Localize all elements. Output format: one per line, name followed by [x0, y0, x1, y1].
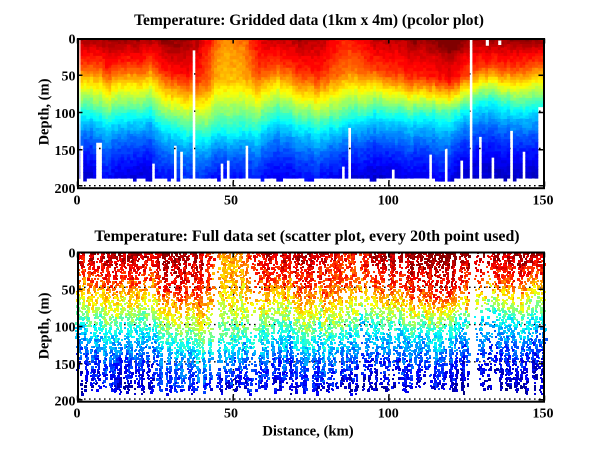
svg-text:50: 50	[224, 407, 238, 422]
svg-text:150: 150	[533, 194, 554, 209]
svg-text:Depth, (m): Depth, (m)	[37, 78, 53, 145]
svg-text:0: 0	[74, 194, 81, 209]
svg-text:200: 200	[55, 182, 76, 197]
svg-text:Temperature: Gridded data (1km: Temperature: Gridded data (1km x 4m) (pc…	[134, 12, 484, 29]
svg-text:0: 0	[69, 32, 76, 47]
svg-text:200: 200	[55, 395, 76, 410]
svg-text:50: 50	[62, 70, 76, 85]
svg-text:0: 0	[69, 246, 76, 261]
svg-text:150: 150	[55, 358, 76, 373]
svg-text:Distance, (km): Distance, (km)	[262, 424, 353, 440]
svg-text:Temperature: Full data set (sc: Temperature: Full data set (scatter plot…	[94, 228, 519, 245]
svg-text:50: 50	[224, 194, 238, 209]
svg-text:0: 0	[74, 407, 81, 422]
svg-text:100: 100	[378, 194, 399, 209]
svg-text:150: 150	[533, 407, 554, 422]
svg-text:100: 100	[378, 407, 399, 422]
svg-text:150: 150	[55, 144, 76, 159]
svg-text:Depth, (m): Depth, (m)	[37, 292, 53, 359]
svg-text:100: 100	[55, 321, 76, 336]
svg-text:50: 50	[62, 283, 76, 298]
svg-text:100: 100	[55, 107, 76, 122]
